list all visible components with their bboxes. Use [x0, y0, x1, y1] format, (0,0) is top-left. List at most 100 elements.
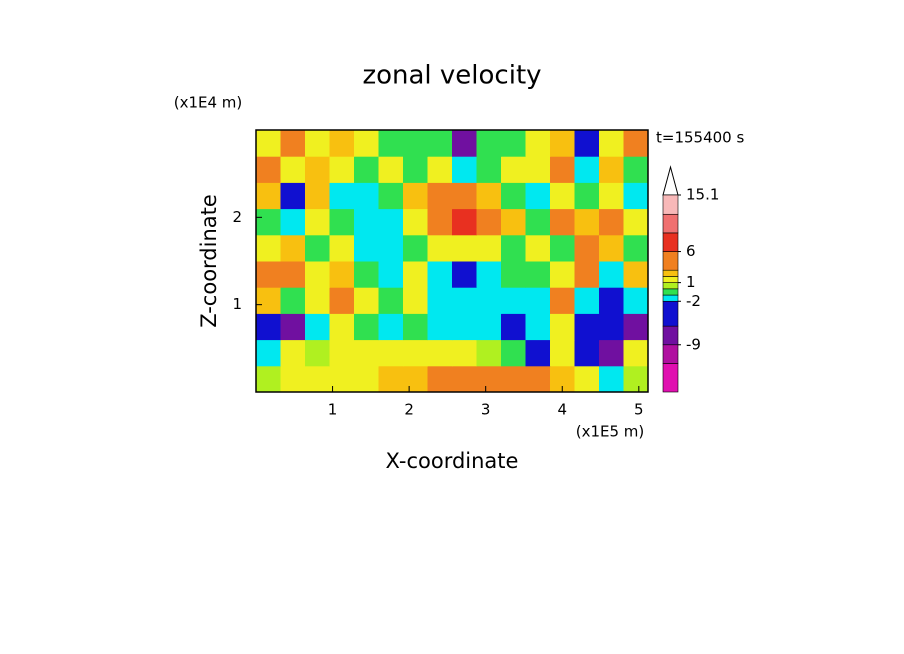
field-cell: [452, 261, 477, 288]
field-cell: [452, 365, 477, 393]
y-tick-label: 1: [232, 295, 242, 313]
field-cell: [329, 182, 355, 210]
field-cell: [427, 313, 453, 341]
field-cell: [501, 208, 526, 236]
field-cell: [599, 234, 624, 262]
field-cell: [354, 234, 379, 262]
colorbar-tick-label: 1: [686, 273, 696, 291]
field-cell: [403, 130, 428, 157]
field-cell: [256, 130, 281, 157]
field-cell: [280, 130, 306, 157]
field-cell: [305, 130, 330, 157]
colorbar-segment: [662, 276, 679, 283]
field-cell: [574, 261, 600, 288]
field-cell: [378, 156, 404, 183]
field-cell: [550, 156, 575, 183]
field-cell: [256, 234, 281, 262]
field-cell: [305, 156, 330, 183]
colorbar-tick-label: 6: [686, 242, 696, 260]
colorbar-segment: [662, 282, 679, 290]
field-cell: [378, 313, 404, 341]
field-cell: [476, 365, 502, 393]
field-cell: [525, 182, 551, 210]
field-cell: [525, 234, 551, 262]
field-cell: [329, 208, 355, 236]
field-cell: [599, 208, 624, 236]
field-cell: [280, 365, 306, 393]
field-cell: [427, 130, 453, 157]
field-cell: [403, 234, 428, 262]
field-cell: [550, 339, 575, 367]
field-cell: [354, 339, 379, 367]
field-cell: [550, 208, 575, 236]
field-cell: [329, 313, 355, 341]
field-cell: [280, 208, 306, 236]
field-cell: [305, 287, 330, 314]
colorbar-tick-label: 15.1: [686, 186, 719, 204]
field-cell: [623, 182, 649, 210]
field-cell: [256, 156, 281, 183]
field-cell: [476, 182, 502, 210]
field-cell: [623, 339, 649, 367]
field-cell: [427, 365, 453, 393]
field-cell: [305, 365, 330, 393]
field-cell: [305, 313, 330, 341]
field-cell: [599, 313, 624, 341]
field-cell: [623, 287, 649, 314]
colorbar-segment: [662, 269, 679, 277]
field-cell: [403, 156, 428, 183]
field-cell: [305, 234, 330, 262]
field-cell: [623, 208, 649, 236]
field-cell: [476, 156, 502, 183]
field-cell: [452, 339, 477, 367]
field-cell: [599, 130, 624, 157]
x-axis-title: X-coordinate: [386, 449, 519, 473]
colorbar-segment: [662, 325, 679, 346]
field-cell: [501, 287, 526, 314]
y-tick-label: 2: [232, 208, 242, 226]
field-cell: [329, 365, 355, 393]
field-cell: [599, 261, 624, 288]
field-cell: [280, 287, 306, 314]
field-cell: [403, 261, 428, 288]
field-cell: [329, 156, 355, 183]
field-cell: [256, 261, 281, 288]
field-cell: [378, 261, 404, 288]
field-cell: [403, 208, 428, 236]
field-cell: [550, 261, 575, 288]
y-axis-title: Z-coordinate: [197, 194, 221, 328]
x-unit-label: (x1E5 m): [576, 423, 645, 441]
field-cell: [574, 234, 600, 262]
field-cell: [525, 261, 551, 288]
field-cell: [256, 208, 281, 236]
colorbar-segment: [662, 300, 679, 327]
field-cell: [378, 287, 404, 314]
field-cell: [329, 287, 355, 314]
field-cell: [476, 208, 502, 236]
field-cell: [574, 313, 600, 341]
field-cell: [329, 261, 355, 288]
field-cell: [280, 261, 306, 288]
field-cell: [305, 339, 330, 367]
y-unit-label: (x1E4 m): [174, 94, 243, 112]
field-cell: [623, 156, 649, 183]
field-cell: [354, 365, 379, 393]
field-cell: [354, 156, 379, 183]
field-cell: [378, 234, 404, 262]
field-cell: [574, 182, 600, 210]
x-tick-label: 2: [404, 401, 414, 419]
field-cell: [280, 339, 306, 367]
field-cell: [476, 287, 502, 314]
field-cell: [403, 313, 428, 341]
field-cell: [378, 208, 404, 236]
field-cell: [525, 208, 551, 236]
colorbar-segment: [662, 363, 679, 393]
field-cell: [525, 156, 551, 183]
field-cell: [427, 182, 453, 210]
colorbar-tick-label: -2: [686, 292, 701, 310]
field-cell: [599, 182, 624, 210]
field-cell: [354, 287, 379, 314]
colorbar-segment: [662, 232, 679, 252]
field-cell: [427, 208, 453, 236]
field-cell: [378, 365, 404, 393]
